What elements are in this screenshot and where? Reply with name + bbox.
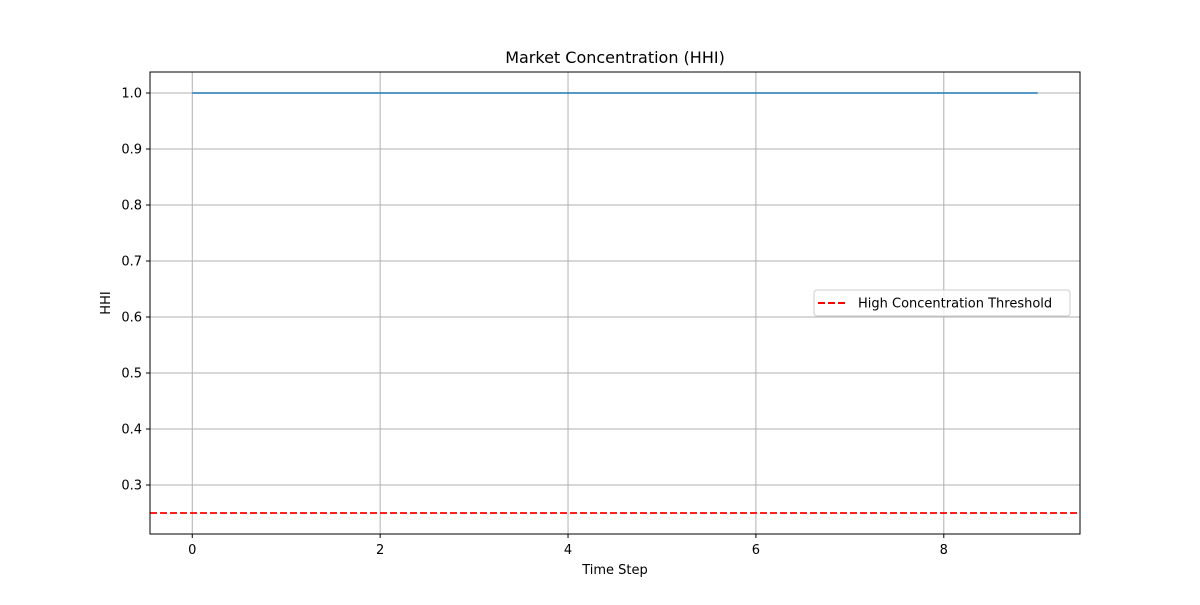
x-tick-label: 6 xyxy=(752,543,760,558)
x-tick-label: 8 xyxy=(940,543,948,558)
y-axis-label: HHI xyxy=(99,291,114,314)
legend-label-threshold: High Concentration Threshold xyxy=(858,297,1052,312)
y-tick-label: 0.4 xyxy=(121,423,142,438)
grid xyxy=(150,72,1080,534)
x-tick-label: 0 xyxy=(188,543,196,558)
x-tick-label: 2 xyxy=(376,543,384,558)
axes-frame xyxy=(149,71,1081,535)
y-tick-label: 0.7 xyxy=(121,255,142,270)
y-tick-label: 0.3 xyxy=(121,479,142,494)
y-tick-label: 0.9 xyxy=(121,143,142,158)
y-tick-label: 0.8 xyxy=(121,199,142,214)
y-tick-label: 1.0 xyxy=(121,87,142,102)
y-tick-label: 0.5 xyxy=(121,367,142,382)
axis-ticks: 0 2 4 6 8 0.3 0.4 0.5 0.6 0.7 0.8 0.9 1.0 xyxy=(121,87,948,559)
x-tick-label: 4 xyxy=(564,543,572,558)
legend: High Concentration Threshold xyxy=(813,289,1071,317)
chart-title: Market Concentration (HHI) xyxy=(505,48,725,67)
plot-area xyxy=(150,92,1080,514)
x-axis-label: Time Step xyxy=(581,563,648,578)
y-tick-label: 0.6 xyxy=(121,311,142,326)
legend-box xyxy=(813,289,1071,317)
